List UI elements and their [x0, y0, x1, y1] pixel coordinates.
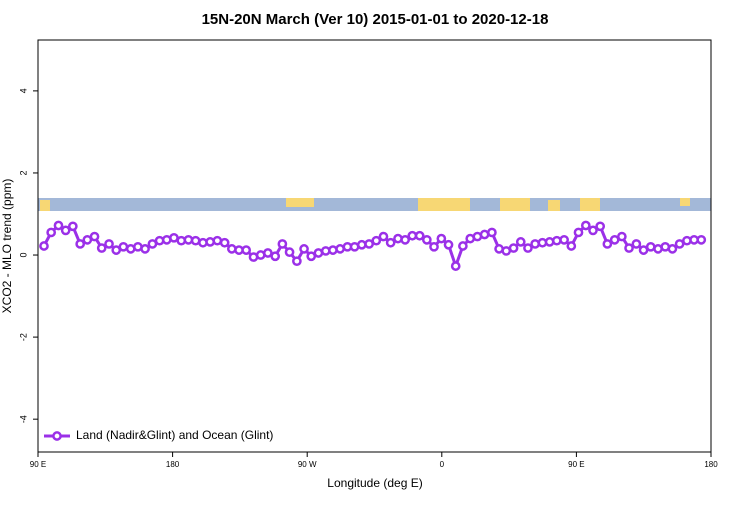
point — [624, 243, 634, 253]
point — [356, 239, 367, 250]
point — [551, 235, 562, 246]
point — [140, 244, 150, 254]
point — [219, 237, 230, 248]
point — [674, 239, 685, 249]
point — [487, 227, 497, 238]
point — [588, 225, 598, 236]
x-tick-label: 180 — [166, 460, 180, 469]
point — [277, 239, 288, 249]
x-tick-label: 90 W — [298, 460, 317, 469]
point — [46, 227, 57, 238]
point — [595, 221, 606, 232]
legend-marker — [52, 431, 62, 441]
point — [53, 220, 64, 231]
point — [306, 251, 317, 262]
point — [89, 231, 100, 242]
point — [263, 248, 273, 258]
point — [147, 239, 158, 249]
x-tick-label: 90 E — [568, 460, 584, 469]
point — [75, 239, 86, 249]
point — [696, 234, 707, 245]
y-tick-label: 0 — [18, 253, 28, 258]
legend-entry: Land (Nadir&Glint) and Ocean (Glint) — [44, 428, 273, 442]
point — [104, 239, 114, 249]
legend-label: Land (Nadir&Glint) and Ocean (Glint) — [76, 428, 273, 442]
point — [617, 231, 627, 242]
x-axis-label: Longitude (deg E) — [327, 476, 422, 490]
chart-title: 15N-20N March (Ver 10) 2015-01-01 to 202… — [202, 11, 549, 28]
point — [400, 234, 411, 245]
point — [60, 225, 71, 236]
point — [450, 261, 461, 271]
point — [378, 231, 389, 242]
point — [667, 244, 678, 254]
point — [292, 256, 302, 267]
point — [609, 234, 620, 245]
point — [631, 239, 642, 249]
point — [580, 220, 591, 231]
point — [364, 239, 374, 249]
point — [385, 237, 396, 248]
point — [508, 243, 519, 253]
x-tick-label: 90 E — [30, 460, 46, 469]
point — [371, 235, 382, 246]
y-tick-label: 2 — [18, 170, 28, 175]
point — [523, 243, 533, 253]
point — [443, 239, 454, 250]
point — [241, 245, 252, 255]
y-tick-label: -2 — [18, 333, 28, 341]
point — [515, 237, 526, 247]
point — [414, 230, 425, 241]
point — [638, 245, 649, 255]
point — [436, 233, 447, 244]
point — [284, 247, 295, 258]
x-tick-label: 0 — [440, 460, 445, 469]
plot-frame — [37, 39, 712, 453]
y-tick-label: -4 — [18, 415, 28, 423]
point — [299, 244, 309, 254]
point — [270, 251, 281, 262]
point — [96, 243, 107, 253]
point — [111, 245, 122, 255]
point — [530, 239, 540, 249]
point — [566, 241, 577, 251]
point — [602, 239, 613, 249]
y-axis-label: XCO2 - MLO trend (ppm) — [0, 179, 14, 314]
y-tick-label: 4 — [18, 88, 28, 93]
point — [559, 234, 569, 245]
point — [458, 241, 468, 251]
map-strip — [38, 198, 711, 211]
point — [82, 234, 93, 245]
point — [429, 241, 439, 252]
point — [421, 234, 432, 245]
point — [67, 221, 78, 232]
point — [39, 241, 49, 251]
x-tick-label: 180 — [704, 460, 718, 469]
point — [573, 227, 584, 238]
